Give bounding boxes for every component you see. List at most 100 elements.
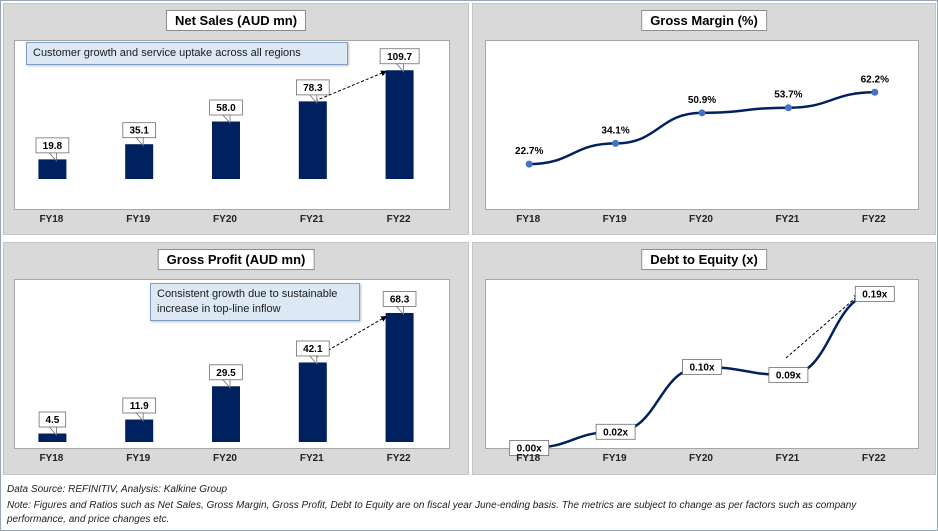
net-sales-panel: Net Sales (AUD mn) 19.8 35.1 58.0 78.3 109.7… (3, 3, 469, 235)
debt-equity-panel: Debt to Equity (x) 0.00x 0.02x 0.10x 0.09x 0… (472, 242, 936, 475)
x-tick-label: FY18 (39, 453, 64, 464)
data-label-fy18: 0.00x (509, 440, 550, 456)
data-label-fy22: 68.3 (382, 291, 417, 316)
bar-fy19 (125, 419, 154, 442)
label-pointer (395, 306, 404, 316)
data-label-text: 19.8 (43, 141, 63, 152)
data-label-fy20: 50.9% (688, 95, 716, 106)
label-pointer (48, 426, 57, 437)
bar-fy19 (125, 144, 154, 179)
gross-profit-panel: Gross Profit (AUD mn) 4.5 11.9 29.5 42.1 68.… (3, 242, 469, 475)
trend-arrow (785, 293, 861, 359)
data-label-text: 42.1 (303, 344, 323, 355)
data-label-text: 0.19x (862, 290, 887, 301)
data-label-fy22: 109.7 (379, 48, 420, 73)
data-label-text: 50.9% (688, 95, 716, 106)
x-tick-label: FY22 (386, 453, 411, 464)
data-label-fy19: 11.9 (122, 397, 157, 423)
bar-fy20 (212, 386, 240, 442)
x-tick-label: FY19 (602, 214, 627, 225)
bar-fy22 (385, 312, 414, 442)
label-pointer (222, 114, 231, 125)
bar-fy18 (38, 159, 67, 179)
data-label-text: 29.5 (216, 368, 236, 379)
data-label-text: 22.7% (515, 146, 543, 157)
data-label-fy22: 0.19x (854, 286, 895, 302)
annotation-callout: Consistent growth due to sustainable inc… (150, 283, 360, 321)
x-tick-label: FY19 (126, 214, 151, 225)
label-box (854, 286, 895, 302)
data-point-fy18 (525, 160, 533, 168)
label-box (682, 359, 722, 375)
plot-area: 19.8 35.1 58.0 78.3 109.7 (14, 40, 450, 210)
data-label-text: 34.1% (601, 125, 629, 136)
data-label-fy22: 62.2% (861, 74, 889, 85)
chart-title: Net Sales (AUD mn) (165, 10, 307, 31)
label-box (509, 440, 550, 456)
data-label-text: 4.5 (45, 415, 59, 426)
data-label-fy18: 19.8 (35, 137, 70, 162)
x-tick-label: FY20 (213, 214, 237, 225)
data-label-fy18: 22.7% (515, 146, 543, 157)
x-tick-label: FY22 (386, 214, 411, 225)
x-tick-label: FY21 (775, 214, 800, 225)
net-sales-svg: 19.8 35.1 58.0 78.3 109.7 (35, 48, 420, 179)
data-label-fy20: 58.0 (209, 99, 243, 125)
data-label-fy19: 0.02x (595, 423, 636, 440)
bar-fy22 (385, 70, 414, 179)
chart-title: Gross Margin (%) (641, 10, 767, 31)
data-label-text: 62.2% (861, 74, 889, 85)
plot-area: 4.5 11.9 29.5 42.1 68.3 (14, 279, 450, 449)
data-label-fy21: 42.1 (295, 340, 330, 366)
data-label-text: 0.00x (517, 444, 542, 455)
bar-fy20 (212, 121, 240, 179)
data-label-text: 35.1 (129, 126, 149, 137)
x-tick-label: FY21 (299, 453, 324, 464)
chart-title: Debt to Equity (x) (641, 249, 767, 270)
data-label-fy20: 0.10x (682, 359, 722, 375)
trend-arrow (314, 315, 388, 359)
x-tick-label: FY22 (861, 453, 886, 464)
gross-margin-panel: Gross Margin (%) 22.7% 34.1% 50.9% 53.7% 62.… (472, 3, 936, 235)
label-pointer (308, 94, 318, 104)
x-tick-label: FY19 (126, 453, 151, 464)
x-tick-label: FY18 (39, 214, 64, 225)
data-point-fy22 (871, 88, 879, 96)
label-box (768, 367, 809, 383)
data-label-fy19: 34.1% (601, 125, 629, 136)
label-pointer (48, 152, 57, 162)
plot-area: 22.7% 34.1% 50.9% 53.7% 62.2% (485, 40, 919, 210)
data-label-fy20: 29.5 (209, 364, 243, 389)
label-pointer (308, 355, 318, 366)
label-box (595, 423, 636, 440)
data-label-text: 78.3 (303, 83, 323, 94)
label-pointer (222, 379, 231, 389)
data-label-fy21: 0.09x (768, 367, 809, 383)
label-pointer (395, 63, 404, 73)
data-label-text: 0.02x (603, 427, 628, 438)
data-label-fy21: 78.3 (295, 79, 330, 104)
trend-arrow (314, 70, 388, 102)
x-tick-label: FY21 (299, 214, 324, 225)
x-tick-label: FY21 (775, 453, 800, 464)
x-tick-label: FY20 (213, 453, 237, 464)
data-label-fy18: 4.5 (38, 411, 67, 437)
annotation-callout: Customer growth and service uptake acros… (26, 42, 348, 65)
x-tick-label: FY18 (516, 214, 541, 225)
bar-fy21 (298, 101, 327, 179)
x-tick-label: FY18 (516, 453, 541, 464)
data-label-text: 53.7% (774, 90, 802, 101)
chart-title: Gross Profit (AUD mn) (157, 249, 315, 270)
data-label-text: 0.09x (776, 371, 801, 382)
plot-area: 0.00x 0.02x 0.10x 0.09x 0.19x (485, 279, 919, 456)
data-label-fy19: 35.1 (122, 122, 157, 147)
data-point-fy20 (698, 109, 706, 117)
x-tick-label: FY22 (861, 214, 886, 225)
label-pointer (135, 137, 144, 147)
data-label-fy21: 53.7% (774, 90, 802, 101)
data-label-text: 11.9 (130, 401, 149, 412)
gross-margin-svg: 22.7% 34.1% 50.9% 53.7% 62.2% (515, 74, 889, 168)
data-label-text: 68.3 (390, 294, 410, 305)
bar-fy21 (298, 362, 327, 442)
data-label-text: 58.0 (216, 103, 236, 114)
